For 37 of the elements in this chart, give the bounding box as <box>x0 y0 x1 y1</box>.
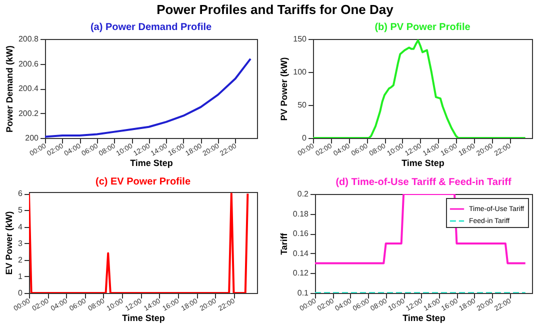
line-series <box>313 39 526 138</box>
chart-title: (b) PV Power Profile <box>374 22 471 33</box>
chart-title: (a) Power Demand Profile <box>90 22 212 33</box>
x-axis-title: Time Step <box>402 158 445 168</box>
x-axis-title: Time Step <box>122 312 166 323</box>
y-tick-label: 0 <box>302 134 308 142</box>
y-axis-title: Power Demand (kW) <box>4 45 14 133</box>
x-axis-title: Time Step <box>402 312 446 323</box>
y-tick-label: 1 <box>18 272 24 281</box>
x-axis-title: Time Step <box>130 158 174 168</box>
y-tick-label: 0.16 <box>292 229 310 238</box>
y-tick-label: 2 <box>18 255 24 264</box>
y-tick-label: 50 <box>298 100 308 110</box>
y-axis-title: Tariff <box>278 232 289 255</box>
text: Power Profiles and Tariffs for One Day <box>156 1 394 19</box>
y-tick-label: 3 <box>18 238 24 248</box>
y-axis-title: EV Power (kW) <box>4 211 14 275</box>
y-tick-label: 0.18 <box>292 209 310 218</box>
y-tick-label: 4 <box>18 222 24 232</box>
y-tick-label: 6 <box>18 189 24 198</box>
y-tick-label: 200.8 <box>18 34 40 44</box>
line-series <box>45 58 252 138</box>
chart-title: (c) EV Power Profile <box>95 176 191 188</box>
y-tick-label: 150 <box>293 34 308 44</box>
chart-title: (d) Time-of-Use Tariff & Feed-in Tariff <box>336 177 512 188</box>
y-tick-label: 200.4 <box>18 84 40 93</box>
y-tick-label: 200 <box>25 134 40 142</box>
y-tick-label: 0.2 <box>297 190 310 198</box>
y-tick-label: 100 <box>293 68 308 76</box>
y-tick-label: 0.12 <box>292 268 310 278</box>
y-tick-label: 0.1 <box>297 288 310 298</box>
y-tick-label: 200.2 <box>18 108 40 118</box>
y-axis-title: PV Power (kW) <box>279 57 290 121</box>
y-tick-label: 0 <box>18 288 24 298</box>
y-tick-label: 0.14 <box>292 248 310 258</box>
y-tick-label: 5 <box>18 206 24 215</box>
y-tick-label: 200.6 <box>18 59 40 68</box>
